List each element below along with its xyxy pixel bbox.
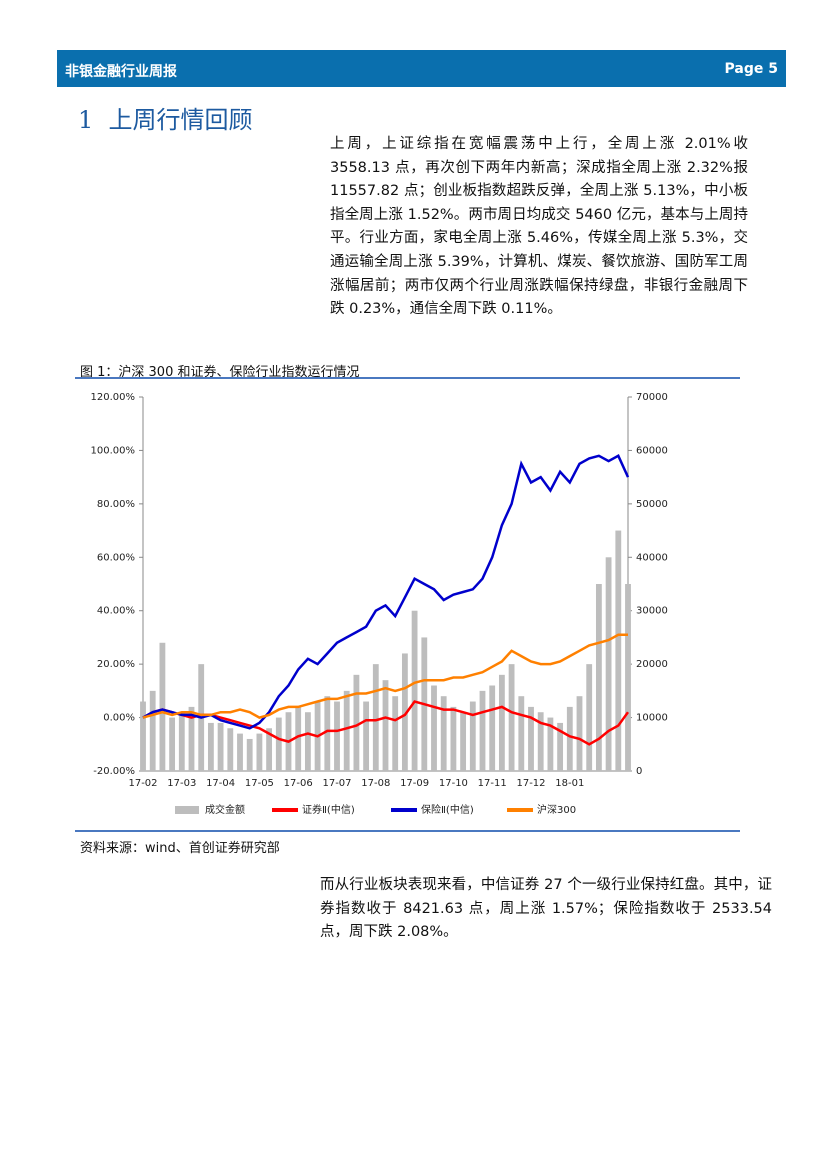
volume-bar	[605, 557, 612, 771]
x-tick-label: 17-09	[400, 778, 429, 789]
y-tick-label: 60.00%	[97, 552, 135, 563]
volume-bar	[372, 664, 379, 771]
volume-bar	[508, 664, 515, 771]
header-title: 非银金融行业周报	[65, 64, 177, 80]
volume-bar	[392, 696, 399, 771]
volume-bar	[595, 584, 602, 771]
section-title: 上周行情回顾	[108, 106, 253, 134]
x-tick-label: 17-04	[206, 778, 235, 789]
y2-tick-label: 60000	[636, 445, 668, 456]
y2-tick-label: 10000	[636, 713, 668, 724]
volume-bar	[615, 530, 622, 771]
volume-bar	[159, 642, 166, 771]
x-tick-label: 17-11	[478, 778, 507, 789]
y2-tick-label: 20000	[636, 659, 668, 670]
volume-bar	[256, 733, 263, 771]
section-heading: 1 上周行情回顾	[78, 100, 253, 135]
x-tick-label: 17-02	[128, 778, 157, 789]
legend-label: 保险Ⅱ(中信)	[421, 803, 474, 816]
volume-bar	[217, 722, 224, 771]
volume-bar	[188, 706, 195, 771]
figure-source: 资料来源：wind、首创证券研究部	[80, 841, 280, 856]
volume-bar	[178, 712, 185, 771]
y-tick-label: 100.00%	[91, 445, 136, 456]
legend-label: 成交金额	[205, 803, 245, 816]
y2-tick-label: 40000	[636, 552, 668, 563]
volume-bar	[401, 653, 408, 771]
caption-rule	[75, 377, 740, 379]
legend-label: 沪深300	[537, 803, 576, 816]
x-tick-label: 17-10	[439, 778, 468, 789]
header-bar: 非银金融行业周报 Page 5	[57, 50, 786, 87]
volume-bar	[304, 712, 311, 771]
y-tick-label: 120.00%	[91, 392, 136, 403]
paragraph: 上周，上证综指在宽幅震荡中上行，全周上涨 2.01%收 3558.13 点，再次…	[330, 136, 748, 318]
section-number: 1	[78, 106, 94, 134]
x-tick-label: 17-06	[284, 778, 313, 789]
volume-bar	[295, 706, 302, 771]
volume-bar	[431, 685, 437, 771]
y2-tick-label: 0	[636, 766, 642, 777]
volume-bar	[207, 722, 214, 771]
volume-bar	[547, 717, 554, 771]
source-rule	[75, 830, 740, 832]
volume-bar	[266, 728, 273, 771]
x-tick-label: 17-05	[245, 778, 274, 789]
volume-bar	[149, 690, 156, 771]
y2-tick-label: 70000	[636, 392, 668, 403]
index-line	[142, 454, 630, 730]
chart: -20.00% 0.00% 20.00% 40.00% 60.00% 80.00% 100.…	[91, 392, 668, 816]
volume-bar	[469, 701, 476, 771]
y2-tick-label: 30000	[636, 606, 668, 617]
y2-tick-label: 50000	[636, 499, 668, 510]
legend-swatch	[175, 806, 199, 814]
volume-bar	[343, 690, 350, 771]
volume-bar	[450, 706, 457, 771]
volume-bar	[586, 664, 593, 771]
x-tick-label: 17-03	[167, 778, 196, 789]
y-tick-label: 0.00%	[103, 713, 135, 724]
volume-bar	[227, 728, 234, 771]
volume-bar	[324, 696, 331, 771]
volume-bar	[246, 738, 253, 771]
volume-bar	[411, 610, 418, 771]
page-number: Page 5	[724, 61, 778, 77]
volume-bar	[140, 701, 146, 771]
volume-bar	[460, 712, 467, 771]
volume-bar	[382, 680, 389, 771]
volume-bar	[353, 674, 360, 771]
x-tick-label: 17-12	[516, 778, 545, 789]
volume-bar	[537, 712, 544, 771]
volume-bar	[479, 690, 486, 771]
volume-bar	[275, 717, 282, 771]
x-tick-label: 17-07	[322, 778, 351, 789]
volume-bar	[625, 584, 631, 771]
figure-caption: 图 1：沪深 300 和证券、保险行业指数运行情况	[80, 365, 360, 380]
y-tick-label: 40.00%	[97, 606, 135, 617]
legend-label: 证券Ⅱ(中信)	[302, 803, 355, 816]
paragraph: 而从行业板块表现来看，中信证券 27 个一级行业保持红盘。其中，证券指数收于 8…	[320, 877, 772, 941]
volume-bar	[489, 685, 496, 771]
volume-bar	[498, 674, 505, 771]
index-line	[142, 700, 630, 746]
x-tick-label: 17-08	[361, 778, 390, 789]
y-tick-label: -20.00%	[93, 766, 135, 777]
y-tick-label: 80.00%	[97, 499, 135, 510]
x-tick-label: 18-01	[555, 778, 584, 789]
volume-bar	[363, 701, 370, 771]
volume-bar	[169, 717, 176, 771]
volume-bar	[557, 722, 564, 771]
volume-bar	[334, 701, 340, 771]
volume-bar	[518, 696, 525, 771]
index-line	[142, 633, 628, 719]
volume-bar	[528, 706, 534, 771]
volume-bar	[440, 696, 447, 771]
volume-bar	[576, 696, 583, 771]
y-tick-label: 20.00%	[97, 659, 135, 670]
volume-bar	[566, 706, 573, 771]
volume-bar	[237, 733, 243, 771]
